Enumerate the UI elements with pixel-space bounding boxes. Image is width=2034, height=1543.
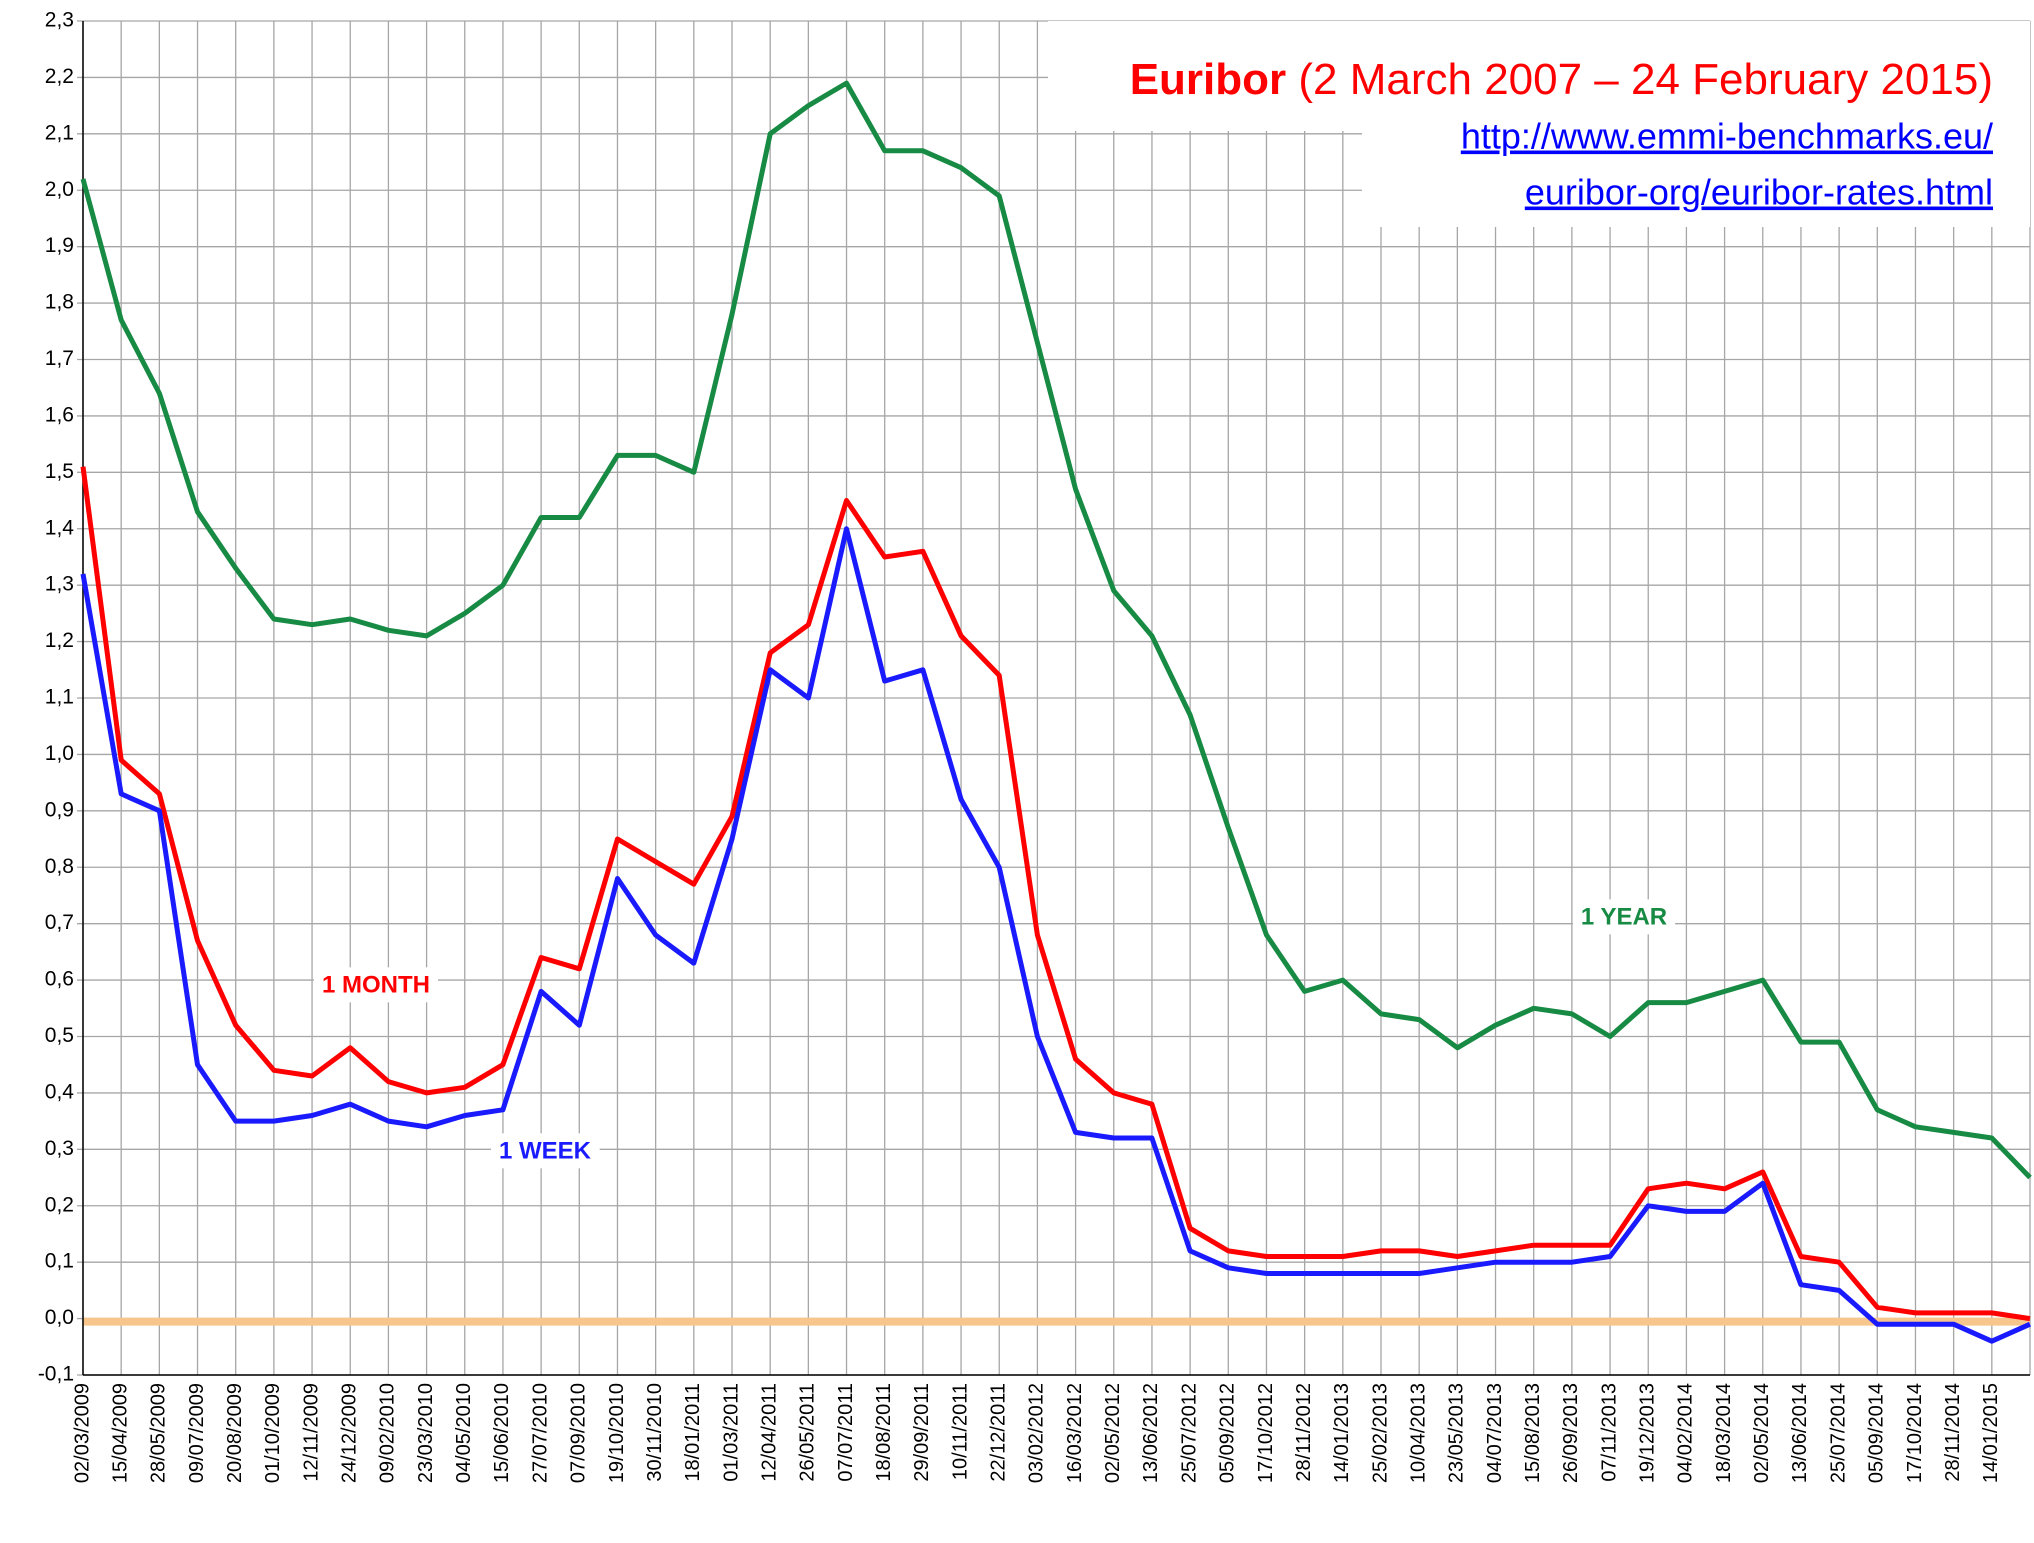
y-tick-label: 0,8 xyxy=(45,855,74,878)
x-tick-label: 05/09/2012 xyxy=(1217,1383,1239,1483)
source-link[interactable]: euribor-org/euribor-rates.html xyxy=(1525,172,1993,213)
y-tick-label: 1,5 xyxy=(45,460,74,483)
series-line xyxy=(80,526,2032,1344)
series-labels: 1 YEAR 1 MONTH 1 WEEK xyxy=(314,899,1676,1169)
x-tick-label: 14/01/2015 xyxy=(1980,1383,2002,1483)
series-line xyxy=(80,466,2031,1322)
x-tick-label: 01/10/2009 xyxy=(262,1383,284,1483)
y-tick-label: 1,7 xyxy=(45,347,74,370)
x-tick-label: 26/05/2011 xyxy=(797,1383,819,1482)
x-tick-label: 07/09/2010 xyxy=(568,1383,590,1483)
x-tick-label: 23/03/2010 xyxy=(415,1383,437,1483)
x-tick-label: 30/11/2010 xyxy=(644,1383,666,1482)
x-tick-label: 09/02/2010 xyxy=(377,1383,399,1483)
series-label: 1 MONTH xyxy=(322,971,430,998)
x-tick-label: 17/10/2014 xyxy=(1904,1383,1926,1483)
x-tick-label: 18/08/2011 xyxy=(873,1383,895,1482)
x-tick-label: 18/01/2011 xyxy=(682,1383,704,1482)
lines xyxy=(80,80,2032,1344)
x-tick-label: 13/06/2012 xyxy=(1140,1383,1162,1483)
x-tick-label: 28/11/2014 xyxy=(1942,1383,1964,1482)
x-tick-label: 01/03/2011 xyxy=(720,1383,742,1482)
x-tick-label: 05/09/2014 xyxy=(1866,1383,1888,1483)
y-tick-label: 2,1 xyxy=(45,121,74,144)
x-tick-label: 18/03/2014 xyxy=(1713,1383,1735,1483)
x-tick-label: 19/12/2013 xyxy=(1637,1383,1659,1483)
title-box xyxy=(1048,21,2030,131)
x-tick-label: 13/06/2014 xyxy=(1789,1383,1811,1483)
x-tick-label: 22/12/2011 xyxy=(988,1383,1010,1482)
x-tick-label: 26/09/2013 xyxy=(1560,1383,1582,1483)
series-label-bg xyxy=(490,1133,600,1169)
x-tick-label: 07/07/2011 xyxy=(835,1383,857,1482)
y-tick-label: 2,0 xyxy=(45,178,74,201)
x-tick-label: 29/09/2011 xyxy=(911,1383,933,1482)
x-tick-label: 04/05/2010 xyxy=(453,1383,475,1483)
x-tick-label: 17/10/2012 xyxy=(1255,1383,1277,1483)
y-tick-label: -0,1 xyxy=(38,1363,74,1386)
y-tick-label: 1,2 xyxy=(45,629,74,652)
series-label-bg xyxy=(314,967,438,1003)
x-tick-label: 25/07/2012 xyxy=(1178,1383,1200,1483)
title-dates: (2 March 2007 – 24 February 2015) xyxy=(1298,55,1993,104)
x-tick-label: 25/07/2014 xyxy=(1827,1383,1849,1483)
x-tick-label: 27/07/2010 xyxy=(529,1383,551,1483)
x-tick-label: 19/10/2010 xyxy=(606,1383,628,1483)
x-tick-label: 28/05/2009 xyxy=(148,1383,170,1483)
series-label: 1 YEAR xyxy=(1581,903,1667,930)
x-tick-label: 23/05/2013 xyxy=(1446,1383,1468,1483)
x-tick-label: 28/11/2012 xyxy=(1293,1383,1315,1482)
y-tick-label: 1,8 xyxy=(45,291,74,314)
y-tick-label: 0,7 xyxy=(45,911,74,934)
y-tick-label: 0,1 xyxy=(45,1250,74,1273)
title-space xyxy=(1286,55,1298,104)
x-tick-label: 09/07/2009 xyxy=(186,1383,208,1483)
y-tick-label: 0,4 xyxy=(45,1080,75,1103)
x-tick-label: 07/11/2013 xyxy=(1598,1383,1620,1482)
x-tick-label: 25/02/2013 xyxy=(1369,1383,1391,1483)
y-tick-label: 2,2 xyxy=(45,65,74,88)
x-tick-label: 20/08/2009 xyxy=(224,1383,246,1483)
x-tick-label: 15/08/2013 xyxy=(1522,1383,1544,1483)
y-tick-label: 0,3 xyxy=(45,1137,74,1160)
x-tick-label: 16/03/2012 xyxy=(1064,1383,1086,1483)
source-link[interactable]: http://www.emmi-benchmarks.eu/ xyxy=(1461,116,1993,157)
y-tick-label: 0,6 xyxy=(45,968,74,991)
x-tick-label: 15/04/2009 xyxy=(109,1383,131,1483)
y-tick-label: 0,2 xyxy=(45,1193,74,1216)
x-tick-label: 02/05/2014 xyxy=(1751,1383,1773,1483)
x-tick-label: 15/06/2010 xyxy=(491,1383,513,1483)
x-tick-label: 02/05/2012 xyxy=(1102,1383,1124,1483)
y-tick-label: 1,4 xyxy=(45,516,75,539)
x-tick-label: 04/02/2014 xyxy=(1675,1383,1697,1483)
x-tick-label: 12/11/2009 xyxy=(300,1383,322,1482)
series-label: 1 WEEK xyxy=(499,1137,592,1164)
title-name: Euribor xyxy=(1130,55,1286,104)
grid: 02/03/2009 15/04/2009 28/05/2009 09/07/2009… xyxy=(38,9,2031,1483)
y-tick-label: 1,3 xyxy=(45,573,74,596)
y-tick-label: 1,6 xyxy=(45,403,74,426)
chart-title: Euribor (2 March 2007 – 24 February 2015… xyxy=(1130,55,1993,104)
y-tick-label: 1,0 xyxy=(45,742,74,765)
series-line xyxy=(80,80,2032,1180)
x-tick-label: 14/01/2013 xyxy=(1331,1383,1353,1483)
x-tick-label: 04/07/2013 xyxy=(1484,1383,1506,1483)
y-tick-label: 2,3 xyxy=(45,9,74,32)
x-tick-label: 24/12/2009 xyxy=(339,1383,361,1483)
x-tick-label: 10/11/2011 xyxy=(949,1383,971,1480)
y-tick-label: 1,1 xyxy=(45,686,74,709)
x-tick-label: 12/04/2011 xyxy=(758,1383,780,1482)
y-tick-label: 1,9 xyxy=(45,234,74,257)
source-box xyxy=(1362,131,2030,227)
y-tick-label: 0,9 xyxy=(45,798,74,821)
x-tick-label: 03/02/2012 xyxy=(1026,1383,1048,1483)
x-tick-label: 10/04/2013 xyxy=(1407,1383,1429,1483)
series-label-bg xyxy=(1572,899,1676,935)
y-tick-label: 0,5 xyxy=(45,1024,74,1047)
y-tick-label: 0,0 xyxy=(45,1306,74,1329)
x-tick-label: 02/03/2009 xyxy=(71,1383,93,1483)
